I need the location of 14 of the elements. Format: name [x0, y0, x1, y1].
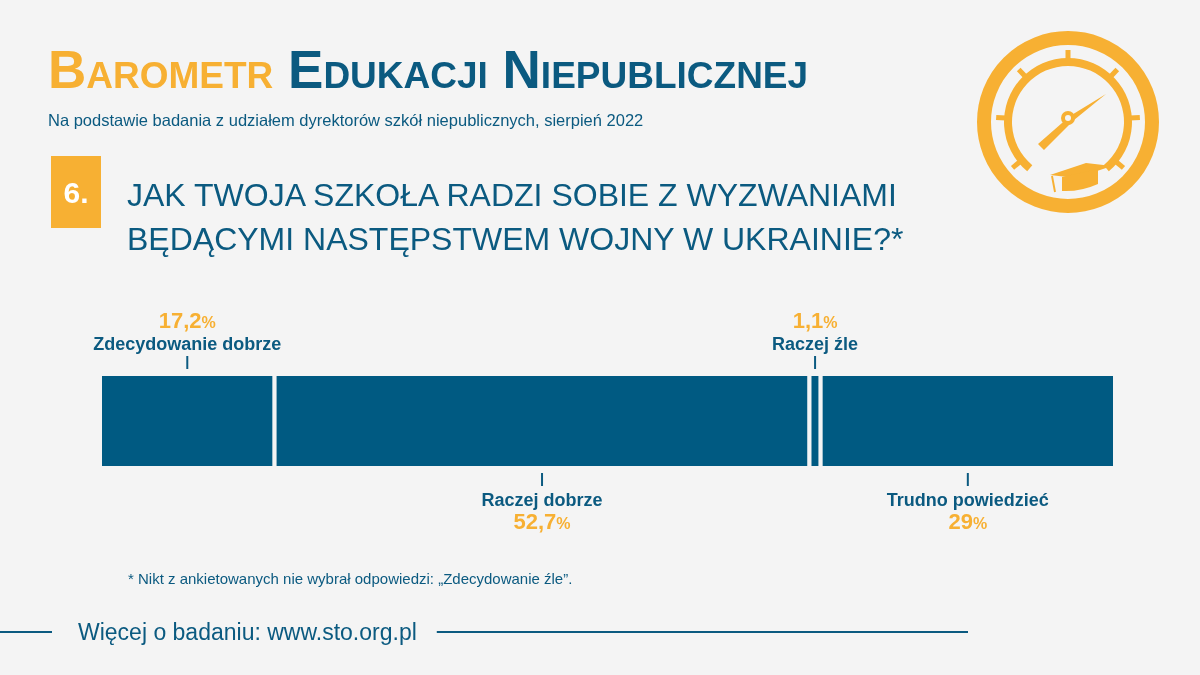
- series-label: Trudno powiedzieć: [886, 490, 1049, 510]
- chart-title: Barometr Edukacji Niepublicznej: [48, 40, 809, 99]
- text: JAK TWOJA SZKOŁA RADZI SOBIE Z WYZWANIAMI BĘDĄCYMI NASTĘPSTWEM WOJNY W UKRAINIE?*: [127, 177, 904, 257]
- series-label: Zdecydowanie dobrze: [93, 334, 282, 354]
- chart-subtitle: Na podstawie badania z udziałem dyrektorów szkół niepublicznych, sierpień 2022: [48, 111, 644, 129]
- text: * Nikt z ankietowanych nie wybrał odpowiedzi: „Zdecydowanie źle”.: [128, 570, 573, 587]
- text: Więcej o badaniu: www.sto.org.pl: [78, 619, 417, 645]
- data-label: 17,2%: [158, 308, 216, 333]
- text: 6.: [63, 176, 89, 209]
- data-label: 29%: [948, 509, 988, 534]
- data-label: 52,7%: [513, 509, 571, 534]
- series-label: Raczej dobrze: [481, 490, 603, 510]
- series-label: Raczej źle: [772, 334, 859, 354]
- data-label: 1,1%: [792, 308, 838, 333]
